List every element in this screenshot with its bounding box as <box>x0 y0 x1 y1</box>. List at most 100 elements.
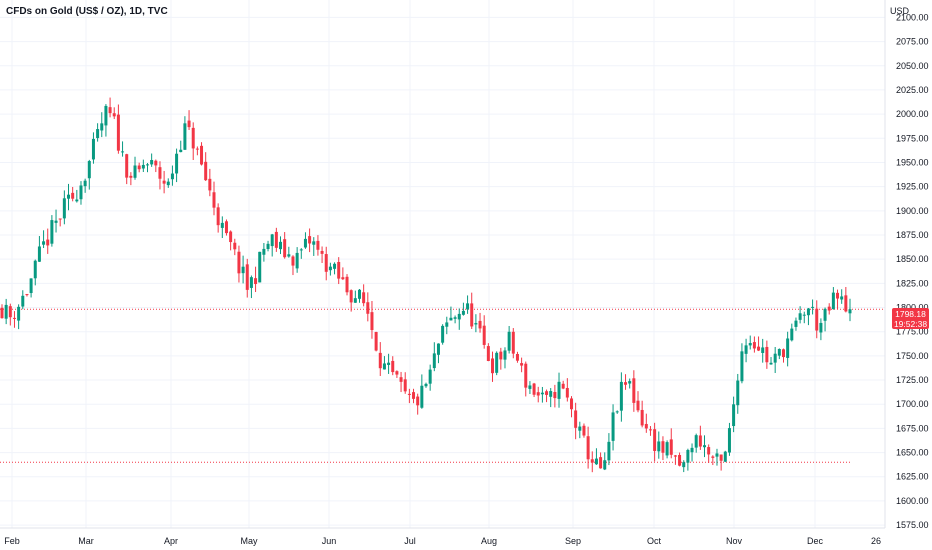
candle-up <box>270 234 274 247</box>
price-axis[interactable]: 1575.00 1600.00 1625.00 1650.00 1675.00 1700.… <box>896 12 929 530</box>
candle-up <box>578 426 582 431</box>
symbol-title[interactable]: CFDs on Gold (US$ / OZ), 1D, TVC <box>6 6 168 17</box>
candle-down <box>337 261 341 279</box>
candle-up <box>175 153 179 174</box>
candle-down <box>129 175 133 178</box>
candle-down <box>532 383 536 395</box>
candle-down <box>412 392 416 399</box>
candle-up <box>100 123 104 131</box>
candle-up <box>773 353 777 363</box>
candle-up <box>420 385 424 408</box>
candle-up <box>241 266 245 274</box>
candle-down <box>640 409 644 426</box>
candle-down <box>108 107 112 114</box>
candle-up <box>848 309 852 314</box>
candle-down <box>341 277 345 280</box>
candle-down <box>678 454 682 466</box>
candle-up <box>557 381 561 399</box>
time-tick-label: Mar <box>78 536 94 546</box>
candle-down <box>58 218 62 220</box>
candle-up <box>436 343 440 355</box>
candle-up <box>549 391 553 397</box>
candle-up <box>42 241 46 245</box>
candle-down <box>752 342 756 349</box>
candle-up <box>357 289 361 299</box>
candle-down <box>308 236 312 244</box>
candle-up <box>769 362 773 365</box>
time-axis[interactable]: Feb Mar Apr May Jun Jul Aug Sep Oct Nov Dec 26 <box>4 536 881 546</box>
candle-down <box>116 114 120 151</box>
candle-up <box>279 241 283 250</box>
candle-down <box>636 400 640 411</box>
price-tick-label: 1575.00 <box>896 520 929 530</box>
last-price-badge: 1798.18 19:52:38 <box>892 308 929 329</box>
candlestick-series <box>0 97 852 473</box>
time-tick-label: 26 <box>871 536 881 546</box>
candle-up <box>266 243 270 250</box>
candle-down <box>478 320 482 329</box>
candle-down <box>187 120 191 128</box>
candle-down <box>781 349 785 358</box>
price-tick-label: 1875.00 <box>896 230 929 240</box>
candle-up <box>75 199 79 202</box>
price-tick-label: 1700.00 <box>896 399 929 409</box>
chart-grid <box>0 0 885 528</box>
candle-down <box>757 346 761 351</box>
candle-down <box>25 294 29 296</box>
candle-down <box>291 256 295 266</box>
candle-down <box>524 363 528 388</box>
candle-up <box>21 295 25 307</box>
candle-up <box>50 220 54 244</box>
price-tick-label: 1925.00 <box>896 182 929 192</box>
candle-down <box>707 447 711 455</box>
candle-down <box>0 307 4 319</box>
candle-up <box>507 331 511 351</box>
price-tick-label: 1600.00 <box>896 496 929 506</box>
candle-down <box>569 398 573 410</box>
candle-up <box>37 246 41 262</box>
candle-down <box>574 410 578 428</box>
candle-down <box>46 239 50 246</box>
candle-up <box>503 350 507 360</box>
candle-down <box>698 435 702 447</box>
candle-down <box>399 377 403 382</box>
candle-up <box>736 380 740 406</box>
candle-up <box>495 352 499 373</box>
candle-down <box>565 387 569 398</box>
candle-up <box>628 381 632 384</box>
candle-up <box>4 304 8 319</box>
candle-up <box>428 369 432 384</box>
candle-up <box>761 347 765 353</box>
candle-up <box>461 310 465 315</box>
candle-down <box>416 396 420 406</box>
candle-down <box>520 363 524 366</box>
price-tick-label: 1625.00 <box>896 472 929 482</box>
price-tick-label: 1675.00 <box>896 423 929 433</box>
candle-up <box>166 181 170 186</box>
time-tick-label: Sep <box>565 536 581 546</box>
candle-up <box>840 296 844 300</box>
candle-up <box>262 248 266 255</box>
price-tick-label: 2000.00 <box>896 109 929 119</box>
candle-up <box>449 317 453 321</box>
candle-up <box>382 363 386 370</box>
last-price-value: 1798.18 <box>895 309 926 319</box>
candle-up <box>748 343 752 346</box>
candle-up <box>33 260 37 279</box>
candle-down <box>137 165 141 170</box>
candle-up <box>387 362 391 365</box>
candle-down <box>154 160 158 166</box>
candle-down <box>374 331 378 351</box>
candle-up <box>611 412 615 441</box>
candle-down <box>653 429 657 451</box>
candle-up <box>823 308 827 321</box>
time-tick-label: May <box>240 536 258 546</box>
candle-down <box>844 295 848 312</box>
candle-up <box>183 123 187 150</box>
candle-down <box>836 292 840 299</box>
candle-down <box>561 383 565 389</box>
candle-up <box>811 306 815 308</box>
candle-up <box>715 453 719 457</box>
candle-down <box>112 113 116 117</box>
